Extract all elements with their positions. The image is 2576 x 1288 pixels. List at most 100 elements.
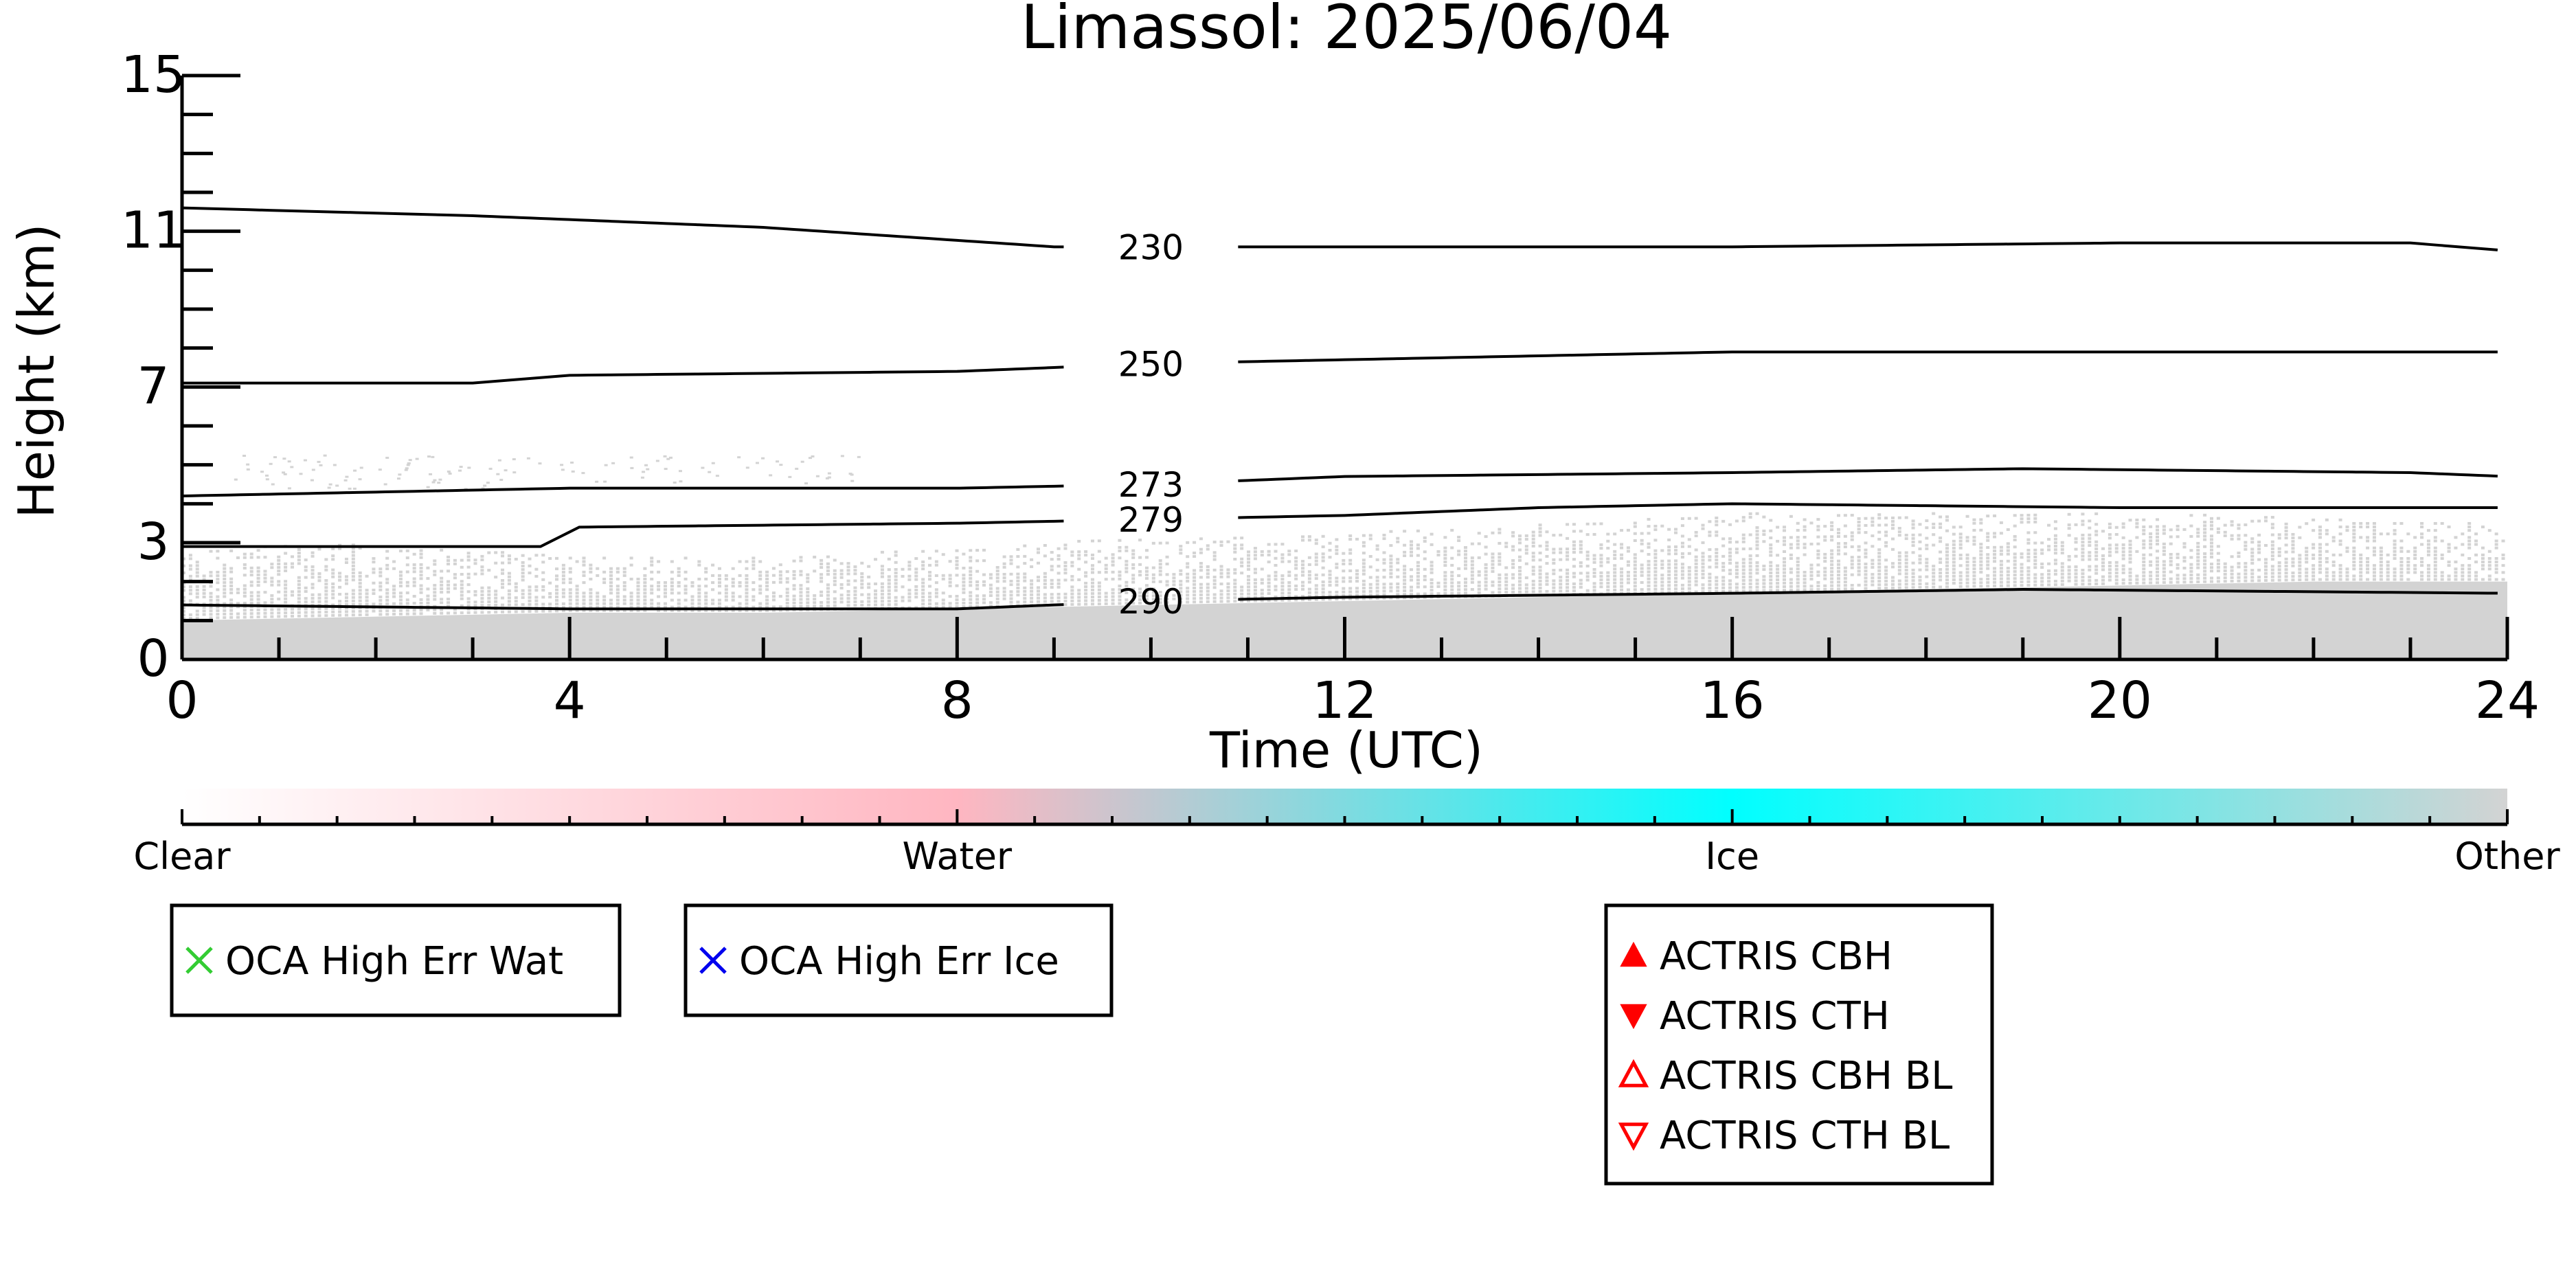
mask-speckle	[745, 585, 749, 588]
mask-speckle	[928, 602, 932, 605]
mask-speckle	[1823, 560, 1827, 563]
mask-speckle	[256, 584, 260, 587]
mask-speckle	[2270, 558, 2274, 561]
mask-speckle	[833, 576, 837, 579]
mask-speckle	[1585, 554, 1590, 557]
mask-speckle	[1063, 596, 1067, 599]
mask-speckle	[1735, 551, 1739, 554]
mask-speckle	[955, 584, 959, 587]
mask-speckle	[1328, 573, 1332, 576]
mask-speckle	[602, 605, 607, 609]
mask-speckle	[697, 578, 701, 580]
mask-speckle	[216, 556, 220, 560]
mask-speckle	[1002, 555, 1006, 558]
mask-speckle	[1430, 532, 1434, 536]
mask-speckle	[1850, 538, 1854, 541]
mask-speckle	[2352, 574, 2356, 578]
mask-speckle	[507, 561, 511, 565]
mask-speckle	[2325, 532, 2329, 536]
mask-speckle	[2053, 569, 2057, 572]
mask-speckle	[1274, 578, 1278, 581]
mask-speckle	[2203, 524, 2207, 528]
mask-speckle	[914, 557, 918, 561]
mask-speckle	[629, 456, 633, 459]
mask-speckle	[2020, 552, 2024, 556]
mask-speckle	[1043, 579, 1047, 583]
mask-speckle	[1599, 564, 1603, 567]
mask-speckle	[1952, 574, 1956, 578]
mask-speckle	[1864, 583, 1868, 587]
mask-speckle	[2454, 561, 2458, 564]
mask-speckle	[1063, 543, 1067, 547]
mask-speckle	[1674, 584, 1678, 587]
mask-speckle	[806, 576, 810, 580]
mask-speckle	[1939, 526, 1943, 529]
mask-speckle	[1240, 585, 1244, 589]
mask-speckle	[1348, 597, 1353, 600]
mask-speckle	[2081, 568, 2085, 572]
mask-speckle	[1138, 594, 1142, 598]
mask-speckle	[2467, 567, 2472, 571]
mask-speckle	[1247, 599, 1251, 602]
mask-speckle	[941, 574, 945, 577]
mask-speckle	[2230, 565, 2234, 569]
mask-speckle	[229, 602, 234, 605]
mask-speckle	[514, 600, 518, 603]
mask-speckle	[2291, 543, 2295, 547]
mask-speckle	[2142, 546, 2146, 550]
mask-speckle	[1111, 578, 1115, 581]
mask-speckle	[249, 566, 253, 569]
mask-speckle	[229, 577, 234, 580]
mask-speckle	[867, 565, 871, 568]
mask-speckle	[1131, 598, 1136, 602]
mask-speckle	[1403, 575, 1407, 578]
mask-speckle	[1043, 544, 1047, 547]
mask-speckle	[2338, 578, 2342, 581]
mask-speckle	[1783, 589, 1787, 592]
mask-speckle	[2270, 554, 2274, 558]
mask-speckle	[1769, 589, 1773, 592]
mask-speckle	[1620, 571, 1624, 574]
mask-speckle	[1199, 576, 1203, 579]
mask-speckle	[755, 462, 759, 464]
mask-speckle	[1233, 572, 1237, 575]
mask-speckle	[1762, 529, 1766, 532]
mask-speckle	[1151, 566, 1155, 569]
mask-speckle	[792, 605, 796, 608]
mask-speckle	[1186, 565, 1190, 569]
mask-speckle	[1050, 593, 1054, 596]
mask-speckle	[2406, 556, 2410, 560]
mask-speckle	[1993, 567, 1997, 570]
mask-speckle	[697, 591, 701, 595]
mask-speckle	[1511, 590, 1515, 594]
mask-speckle	[1423, 578, 1427, 582]
mask-speckle	[353, 469, 357, 472]
mask-speckle	[1362, 590, 1366, 594]
mask-speckle	[1925, 561, 1929, 565]
mask-speckle	[1043, 586, 1047, 589]
mask-speckle	[1165, 583, 1169, 587]
mask-speckle	[857, 455, 861, 458]
mask-speckle	[1566, 589, 1570, 593]
mask-speckle	[1498, 576, 1502, 580]
mask-speckle	[2121, 522, 2125, 526]
mask-speckle	[426, 594, 430, 598]
mask-speckle	[2094, 582, 2099, 585]
mask-speckle	[894, 572, 898, 575]
mask-speckle	[1511, 534, 1515, 538]
y-tick-label: 0	[137, 629, 169, 688]
mask-speckle	[2033, 580, 2037, 583]
mask-speckle	[934, 591, 938, 595]
mask-speckle	[1450, 581, 1454, 585]
mask-speckle	[1389, 586, 1393, 589]
mask-speckle	[1796, 578, 1800, 581]
mask-speckle	[1945, 564, 1949, 567]
mask-speckle	[1138, 587, 1142, 591]
mask-speckle	[2060, 552, 2064, 555]
mask-speckle	[1741, 583, 1745, 586]
mask-speckle	[1186, 576, 1190, 579]
mask-speckle	[1728, 572, 1732, 576]
mask-speckle	[622, 567, 626, 570]
mask-speckle	[1762, 582, 1766, 585]
mask-speckle	[1850, 556, 1854, 559]
